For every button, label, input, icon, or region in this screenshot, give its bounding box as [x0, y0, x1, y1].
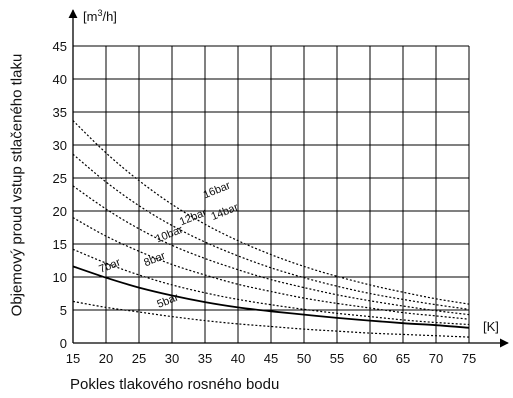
series-group — [72, 120, 470, 338]
series-label-10bar: 10bar — [154, 224, 185, 246]
y-tick-label: 5 — [60, 303, 67, 318]
y-tick-label: 30 — [53, 138, 67, 153]
series-label-8bar: 8bar — [142, 250, 167, 269]
y-axis-title: Objemový proud vstup stlačeného tlaku — [8, 53, 26, 317]
series-line-16bar — [72, 120, 470, 305]
x-tick-label: 20 — [99, 351, 113, 366]
y-tick-label: 10 — [53, 270, 67, 285]
y-tick-label: 25 — [53, 171, 67, 186]
y-tick-label: 40 — [53, 72, 67, 87]
axes — [68, 9, 509, 348]
x-tick-label: 30 — [165, 351, 179, 366]
x-tick-label: 35 — [198, 351, 212, 366]
y-unit-label: [m3/h] — [83, 8, 117, 24]
x-tick-label: 50 — [297, 351, 311, 366]
tick-labels: 15 20 25 30 35 40 45 50 55 60 65 70 75 0 5 10 15 20 25 30 35… — [53, 39, 477, 366]
series-label-14bar: 14bar — [210, 201, 241, 223]
y-tick-label: 15 — [53, 237, 67, 252]
series-label-12bar: 12bar — [178, 207, 209, 229]
series-label-7bar: 7bar — [97, 256, 122, 275]
y-tick-label: 0 — [60, 336, 67, 351]
x-tick-label: 60 — [363, 351, 377, 366]
x-tick-label: 65 — [396, 351, 410, 366]
y-tick-label: 45 — [53, 39, 67, 54]
x-tick-label: 15 — [66, 351, 80, 366]
series-line-12bar — [72, 185, 470, 316]
x-axis-title: Pokles tlakového rosného bodu — [70, 376, 280, 393]
x-tick-label: 45 — [264, 351, 278, 366]
series-line-14bar — [72, 153, 470, 310]
series-line-10bar — [72, 217, 470, 320]
x-tick-label: 55 — [330, 351, 344, 366]
x-tick-label: 75 — [462, 351, 476, 366]
x-tick-label: 25 — [132, 351, 146, 366]
series-label-5bar: 5bar — [155, 291, 180, 310]
y-tick-label: 35 — [53, 105, 67, 120]
grid — [73, 45, 470, 343]
series-label-16bar: 16bar — [202, 179, 233, 201]
y-tick-label: 20 — [53, 204, 67, 219]
x-unit-label: [K] — [483, 319, 499, 334]
series-line-7bar — [72, 265, 470, 329]
x-tick-label: 40 — [231, 351, 245, 366]
x-tick-label: 70 — [429, 351, 443, 366]
